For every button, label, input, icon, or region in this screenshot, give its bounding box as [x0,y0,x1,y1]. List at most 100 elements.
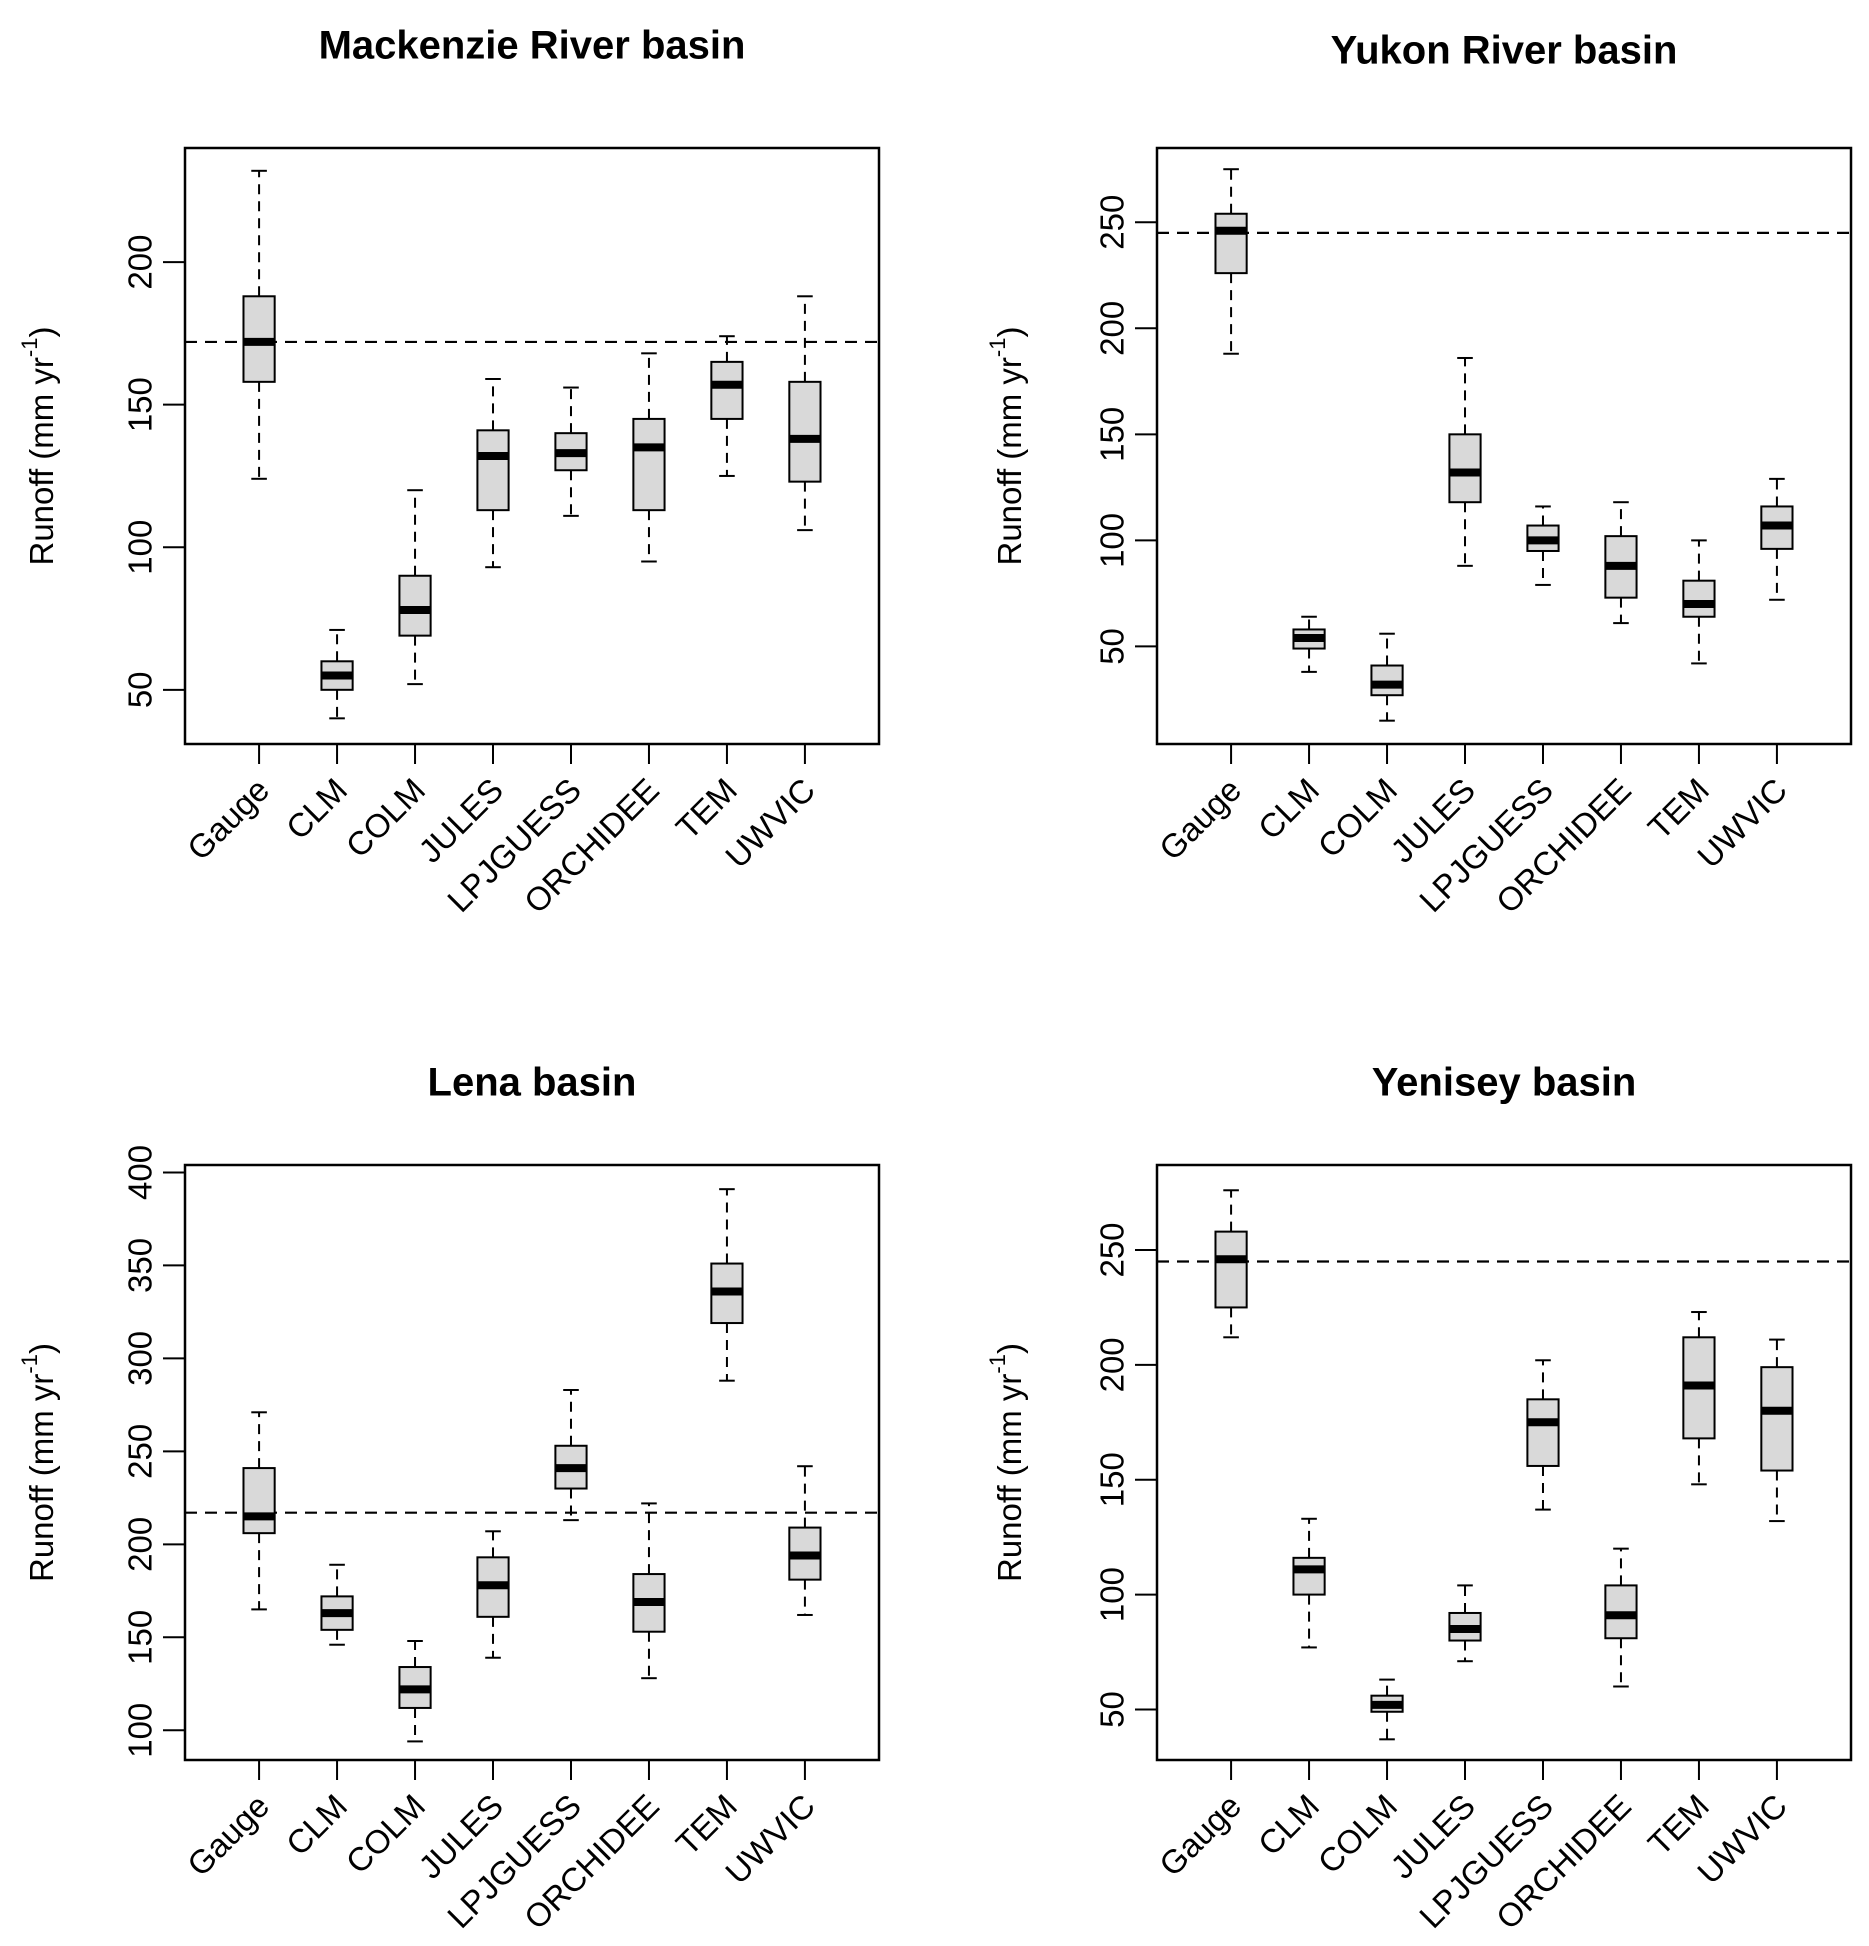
y-axis-label: Runoff (mm yr-1) [17,1343,59,1582]
box-uwvic [1760,1338,1794,1523]
box-tem [1682,539,1716,665]
y-tick-label: 300 [122,1331,159,1386]
y-tick-label: 100 [1094,513,1131,568]
box-iqr [1448,433,1482,504]
y-axis-label-sup: -1 [17,338,42,358]
y-axis-label-main: Runoff (mm yr [991,1374,1028,1582]
y-tick-label: 250 [1094,195,1131,250]
box-colm [1370,1678,1404,1741]
y-tick-label: 50 [122,671,159,708]
y-axis-label-main: Runoff (mm yr [991,357,1028,565]
y-axis-label-close: ) [991,1343,1028,1354]
box-orchidee [632,352,666,563]
box-jules [476,1530,510,1659]
box-orchidee [1604,1547,1638,1688]
y-tick-label: 150 [1094,1452,1131,1507]
y-tick-label: 250 [1094,1222,1131,1277]
box-iqr [1370,664,1404,697]
x-tick-label: UWVIC [1690,1787,1794,1891]
x-tick-label: Gauge [180,1787,276,1883]
y-tick-label: 350 [122,1238,159,1293]
y-axis-label: Runoff (mm yr-1) [985,1343,1027,1582]
box-lpjguess [1526,505,1560,586]
y-tick-label: 200 [122,1517,159,1572]
plot-frame [1155,1163,1853,1762]
plot-frame [183,1163,881,1762]
box-orchidee [632,1502,666,1680]
box-jules [1448,356,1482,567]
box-clm [320,628,354,720]
y-tick-label: 200 [1094,1337,1131,1392]
x-tick-label: UWVIC [718,1787,822,1891]
y-axis-label-sup: -1 [985,1354,1010,1374]
chart-panel-3: Lena basin Runoff (mm yr-1) 100 150 200 250 30… [17,1061,881,1936]
box-iqr [632,417,666,512]
box-jules [476,377,510,569]
y-tick-label: 50 [1094,628,1131,665]
box-orchidee [1604,501,1638,625]
chart-panel-1: Mackenzie River basin Runoff (mm yr-1) 50 1… [17,24,881,920]
box-iqr [788,380,822,483]
y-axis-label-main: Runoff (mm yr [23,357,60,565]
y-tick-label: 150 [1094,407,1131,462]
plot-frame [183,146,881,746]
box-iqr [398,574,432,637]
y-tick-label: 200 [122,235,159,290]
box-colm [398,1640,432,1743]
plot-frame [1155,146,1853,746]
box-uwvic [788,295,822,532]
y-axis-label-main: Runoff (mm yr [23,1374,60,1582]
panel-title: Yenisey basin [1372,1061,1637,1105]
y-axis-label: Runoff (mm yr-1) [17,327,59,566]
box-clm [1292,1517,1326,1649]
y-axis-label-close: ) [23,1343,60,1354]
y-tick-label: 150 [122,377,159,432]
panel-title: Lena basin [428,1061,637,1105]
box-iqr [1214,212,1248,275]
y-tick-label: 50 [1094,1691,1131,1728]
box-gauge [242,1411,276,1611]
box-gauge [1214,1189,1248,1339]
box-colm [1370,632,1404,722]
box-iqr [476,429,510,512]
box-tem [710,335,744,477]
box-lpjguess [554,1388,588,1522]
box-iqr [1214,1230,1248,1309]
x-tick-label: UWVIC [718,771,822,875]
y-tick-label: 400 [122,1145,159,1200]
x-tick-label: Gauge [180,771,276,867]
box-gauge [1214,168,1248,355]
box-uwvic [1760,477,1794,601]
box-iqr [710,360,744,420]
box-iqr [1760,1366,1794,1472]
box-jules [1448,1584,1482,1663]
chart-panel-2: Yukon River basin Runoff (mm yr-1) 50 100 15… [985,29,1853,920]
box-uwvic [788,1465,822,1616]
y-tick-label: 200 [1094,301,1131,356]
y-tick-label: 100 [122,520,159,575]
y-axis-label-close: ) [23,327,60,338]
x-tick-label: Gauge [1152,771,1248,867]
x-tick-label: UWVIC [1690,771,1794,875]
y-axis-label-close: ) [991,327,1028,338]
box-lpjguess [1526,1359,1560,1511]
box-iqr [242,1467,276,1535]
y-tick-label: 100 [1094,1567,1131,1622]
y-tick-label: 100 [122,1703,159,1758]
box-lpjguess [554,386,588,517]
y-tick-label: 150 [122,1610,159,1665]
box-clm [320,1563,354,1646]
chart-panel-4: Yenisey basin Runoff (mm yr-1) 50 100 150 200… [985,1061,1853,1936]
box-gauge [242,169,276,480]
box-tem [710,1188,744,1382]
box-iqr [1526,1398,1560,1467]
y-axis-label: Runoff (mm yr-1) [985,327,1027,566]
box-tem [1682,1311,1716,1486]
y-axis-label-sup: -1 [17,1354,42,1374]
box-colm [398,489,432,686]
box-iqr [1292,1556,1326,1596]
panel-title: Yukon River basin [1331,29,1678,73]
x-tick-label: Gauge [1152,1787,1248,1883]
